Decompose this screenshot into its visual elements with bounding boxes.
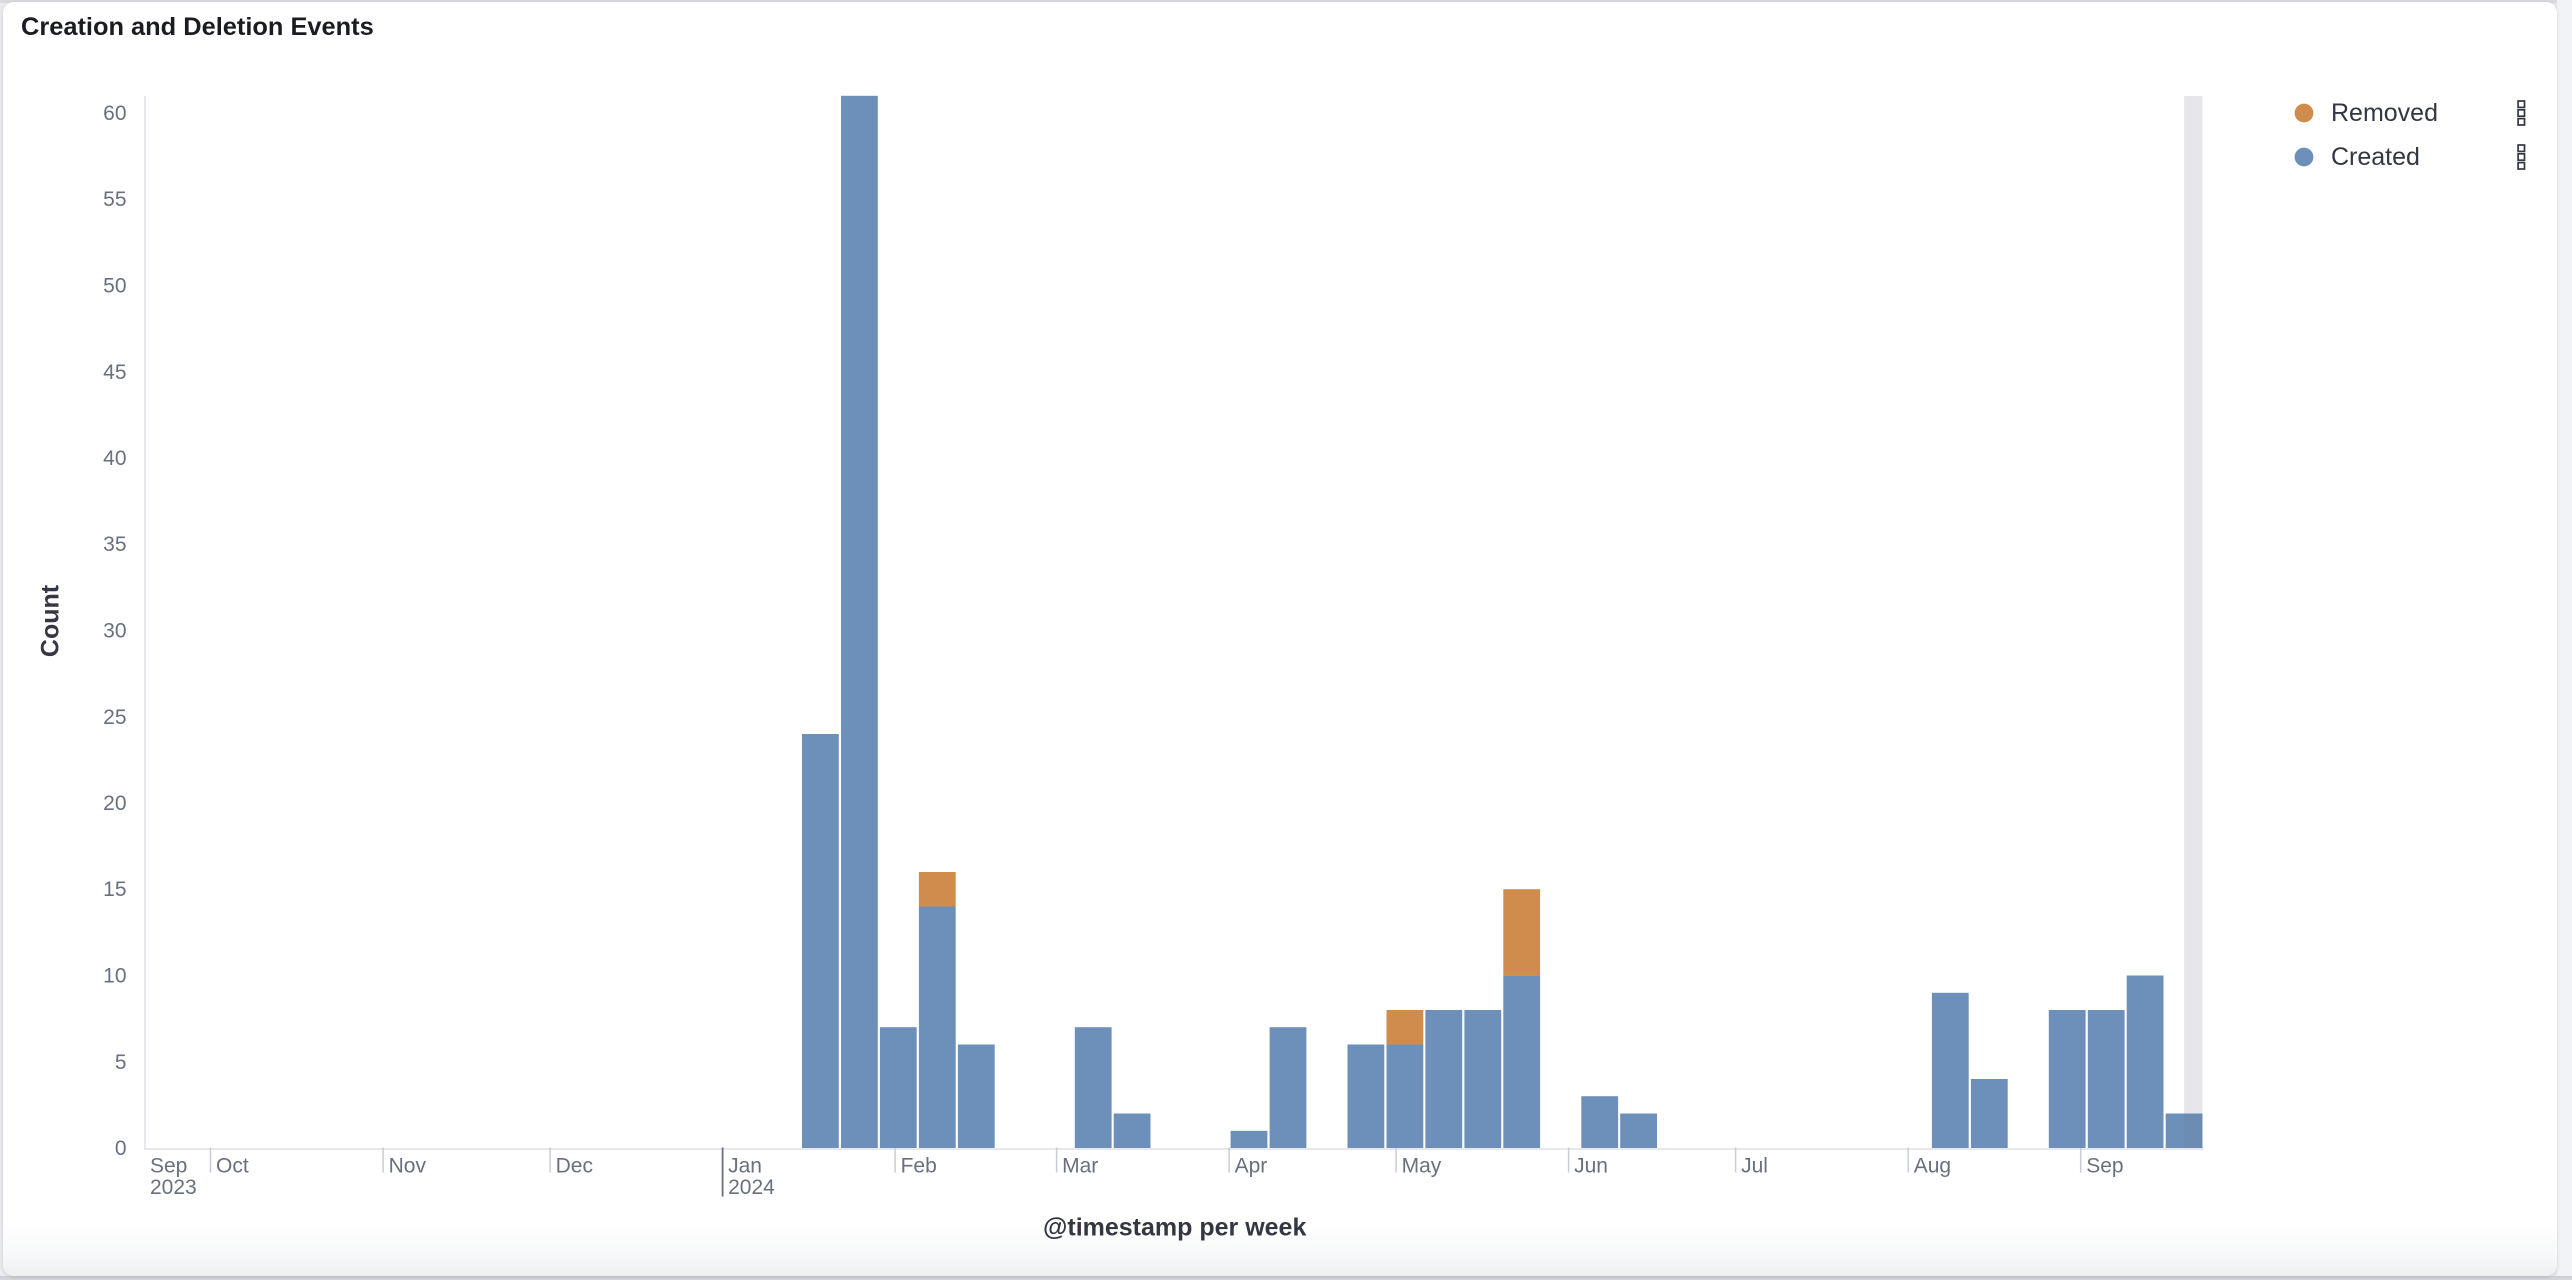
svg-text:5: 5 [115, 1051, 127, 1074]
svg-text:Oct: Oct [216, 1155, 249, 1178]
svg-text:55: 55 [103, 188, 126, 211]
svg-text:Aug: Aug [1914, 1155, 1951, 1178]
svg-text:Sep: Sep [2086, 1155, 2123, 1178]
svg-text:Mar: Mar [1062, 1155, 1098, 1178]
svg-text:Jun: Jun [1574, 1155, 1608, 1178]
svg-text:0: 0 [115, 1137, 127, 1160]
svg-text:Feb: Feb [901, 1155, 937, 1178]
svg-text:25: 25 [103, 706, 126, 729]
svg-text:15: 15 [103, 878, 126, 901]
svg-text:35: 35 [103, 533, 126, 556]
svg-text:Removed: Removed [2331, 99, 2438, 127]
svg-text:45: 45 [103, 361, 126, 384]
svg-text:May: May [1402, 1155, 1442, 1178]
svg-text:30: 30 [103, 620, 126, 643]
svg-text:Created: Created [2331, 143, 2420, 171]
svg-text:40: 40 [103, 447, 126, 470]
svg-text:Nov: Nov [389, 1155, 427, 1178]
svg-text:Apr: Apr [1235, 1155, 1268, 1178]
svg-text:Count: Count [37, 584, 65, 657]
svg-text:@timestamp per week: @timestamp per week [1043, 1214, 1306, 1242]
svg-text:20: 20 [103, 792, 126, 815]
svg-text:50: 50 [103, 275, 126, 298]
svg-text:60: 60 [103, 102, 126, 125]
svg-text:Jul: Jul [1741, 1155, 1768, 1178]
svg-text:10: 10 [103, 965, 126, 988]
svg-text:Dec: Dec [556, 1155, 593, 1178]
svg-text:Creation and Deletion Events: Creation and Deletion Events [21, 13, 374, 41]
